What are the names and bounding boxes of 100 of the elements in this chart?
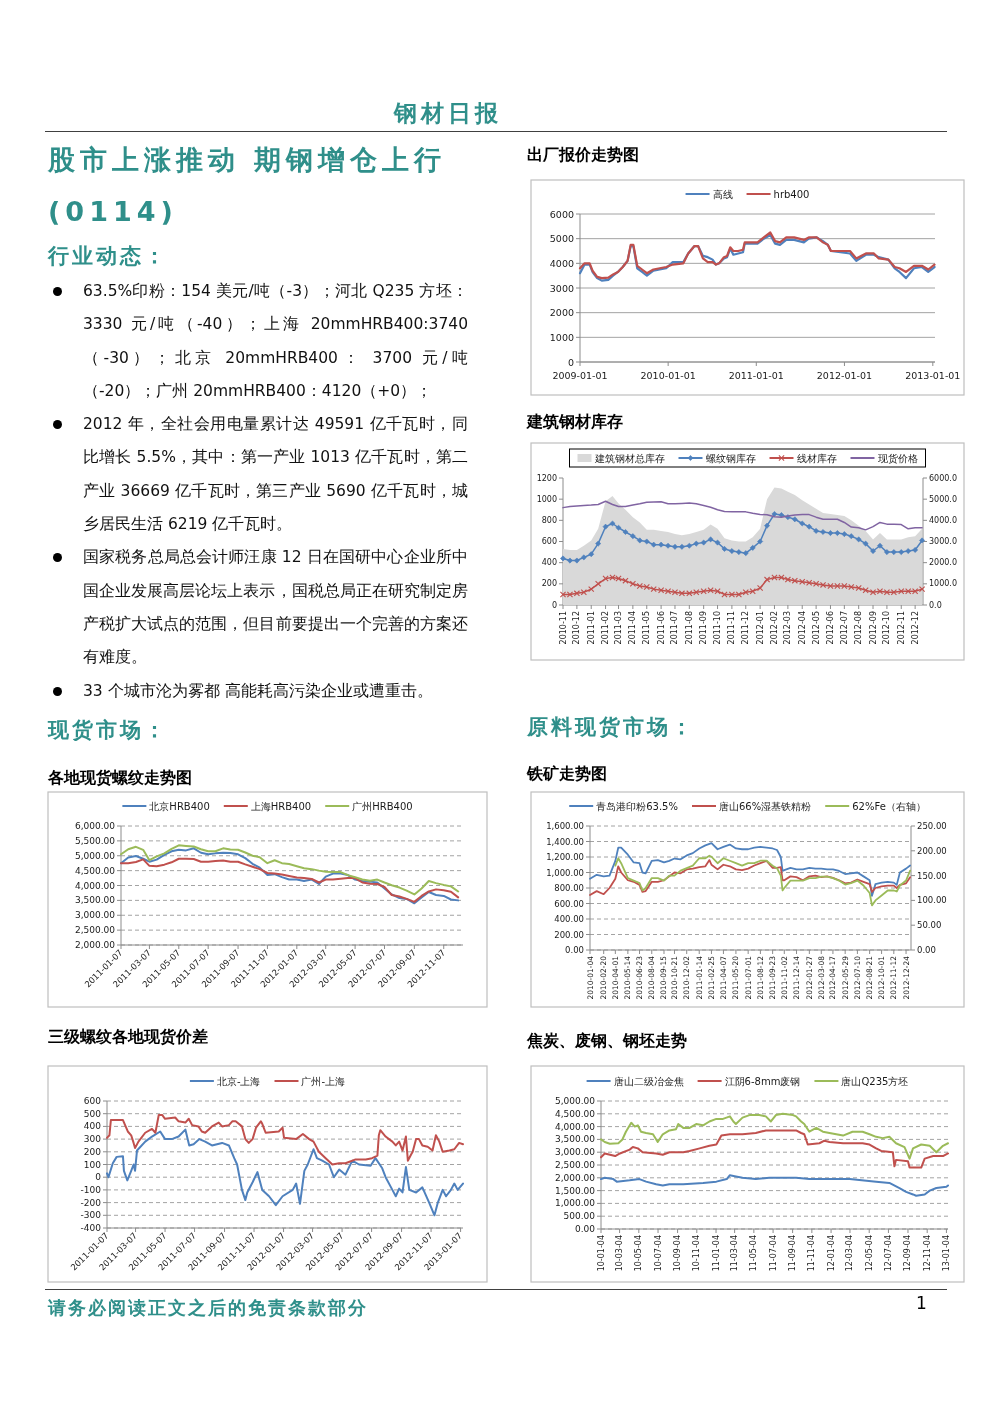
x-tick-label: 2011-09 — [699, 611, 709, 645]
point — [721, 546, 728, 552]
x-tick-label: 2010-12 — [572, 611, 582, 645]
y-tick-label: 600.00 — [554, 898, 584, 909]
y-tick-label: 100 — [83, 1159, 102, 1170]
text: 请务必阅读正文之后的免责条款部分 — [48, 1296, 368, 1320]
x-tick-label: 2011-05 — [642, 611, 652, 645]
point — [588, 585, 595, 593]
y2-tick-label: 100.00 — [917, 895, 947, 906]
point — [588, 551, 595, 558]
y-tick-label: 0 — [567, 356, 574, 368]
point — [791, 516, 798, 523]
y-tick-label: 1,600.00 — [546, 821, 584, 831]
line-series — [106, 1128, 464, 1217]
x-tick-label: 2011-08 — [684, 611, 694, 645]
x-tick-label: 2011-01-01 — [728, 369, 784, 381]
x-tick-label: 2012-11 — [896, 611, 906, 645]
y-tick-label: 1,400.00 — [546, 836, 584, 847]
y2-tick-label: 1000.0 — [929, 579, 957, 589]
y-tick-label: 6,000.00 — [74, 821, 116, 831]
legend-label: 上海HRB400 — [250, 800, 312, 812]
y-tick-label: 4,000.00 — [554, 1121, 596, 1132]
point — [686, 542, 693, 549]
x-tick-label: 11-11-04 — [807, 1235, 817, 1272]
y-tick-label: 0.00 — [574, 1224, 596, 1234]
y2-tick-label: 50.00 — [917, 920, 942, 931]
y2-tick-label: 150.00 — [917, 870, 947, 881]
x-tick-label: 12-03-04 — [845, 1235, 855, 1272]
x-tick-label: 13-01-04 — [941, 1235, 951, 1272]
y2-tick-label: 4000.0 — [929, 515, 957, 525]
x-tick-label: 11-05-04 — [749, 1235, 759, 1272]
point — [757, 538, 764, 545]
y-tick-label: -200 — [80, 1197, 102, 1208]
y-tick-label: -400 — [80, 1223, 102, 1233]
y-tick-label: 0 — [95, 1172, 102, 1183]
point — [834, 530, 841, 536]
point — [806, 523, 813, 530]
x-tick-label: 2011-04 — [628, 611, 638, 645]
point — [855, 536, 862, 543]
x-tick-label: 2011-06 — [656, 611, 666, 645]
text: 33 个城市沦为雾都 高能耗高污染企业或遭重击。 — [83, 681, 433, 700]
legend-label: 广州HRB400 — [352, 800, 413, 812]
text: 股市上涨推动 期钢增仓上行(0114) — [48, 143, 448, 229]
y-tick-label: 800.00 — [554, 883, 584, 893]
y-tick-label: 500 — [83, 1108, 102, 1119]
point — [573, 557, 580, 564]
x-tick-label: 11-09-04 — [788, 1235, 798, 1272]
point — [609, 520, 616, 527]
y2-tick-label: 200.00 — [917, 845, 947, 856]
legend-label: 高线 — [712, 188, 733, 200]
y2-tick-label: 250.00 — [917, 821, 947, 831]
line-series — [589, 842, 912, 897]
legend-label: 唐山二级冶金焦 — [613, 1075, 684, 1087]
y-tick-label: 5,000.00 — [554, 1096, 596, 1106]
point — [884, 549, 890, 555]
point — [700, 539, 707, 546]
y-tick-label: 600 — [541, 537, 557, 546]
line-series — [120, 847, 460, 905]
y-tick-label: 400 — [83, 1121, 102, 1132]
point — [693, 540, 700, 547]
y-tick-label: 5,000.00 — [74, 850, 116, 861]
x-tick-label: 2011-12 — [741, 611, 751, 645]
y-tick-label: 200 — [83, 1146, 102, 1157]
chart-title: 各地现货螺纹走势图 — [47, 767, 192, 787]
y-tick-label: 2,000.00 — [74, 940, 116, 950]
x-tick-label: 2012-08 — [854, 611, 864, 645]
legend-label: 北京-上海 — [216, 1075, 261, 1087]
text: 现货市场： — [48, 717, 168, 744]
y-tick-label: 4,000.00 — [74, 880, 116, 891]
line-series — [600, 1129, 949, 1169]
x-tick-label: 2012-06 — [825, 611, 835, 645]
x-tick-label: 10-07-04 — [653, 1235, 663, 1272]
y-tick-label: 3,500.00 — [74, 895, 116, 906]
point — [636, 537, 643, 544]
point — [749, 544, 756, 551]
point — [877, 542, 883, 549]
point — [820, 529, 826, 535]
x-tick-label: 2012-07 — [839, 611, 849, 645]
y-tick-label: 1,000.00 — [554, 1198, 596, 1209]
point — [714, 539, 721, 546]
y-tick-label: 4,500.00 — [554, 1108, 596, 1119]
line-series — [614, 854, 912, 907]
x-tick-label: 2012-09 — [868, 611, 878, 645]
x-tick-label: 2011-01 — [586, 611, 596, 645]
point — [756, 584, 764, 592]
y-tick-label: 1,200.00 — [546, 852, 584, 862]
x-tick-label: 2012-01-01 — [816, 369, 873, 381]
chart-title: 建筑钢材库存 — [525, 411, 623, 431]
y-tick-label: 1,500.00 — [554, 1185, 596, 1196]
point — [919, 537, 925, 544]
line-series — [562, 500, 923, 531]
point — [827, 530, 834, 536]
y-tick-label: 5,500.00 — [74, 835, 116, 846]
y2-tick-label: 0.00 — [917, 945, 936, 955]
point — [672, 543, 678, 550]
x-tick-label: 2009-01-01 — [552, 369, 608, 381]
y-tick-label: 1000 — [549, 331, 574, 343]
point — [580, 554, 587, 561]
chart-title: 铁矿走势图 — [526, 763, 607, 783]
legend-label: 螺纹钢库存 — [705, 452, 756, 464]
